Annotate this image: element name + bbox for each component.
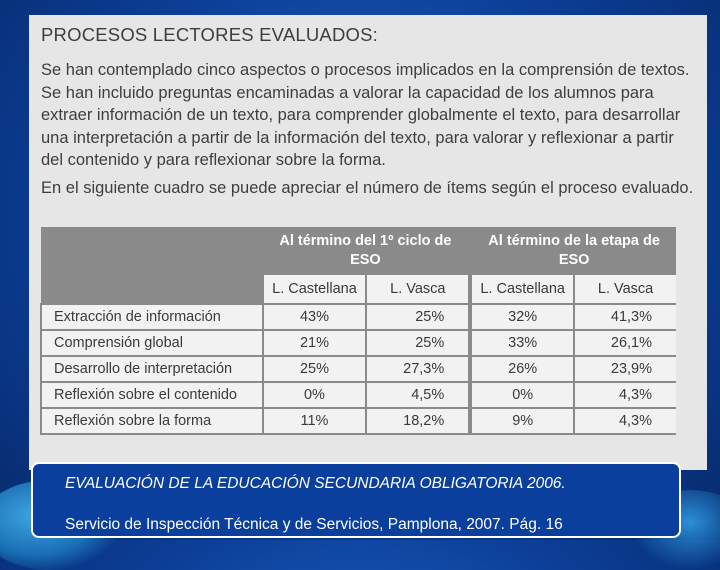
section-heading: PROCESOS LECTORES EVALUADOS: — [41, 24, 378, 45]
table-cell: 4,3% — [573, 382, 676, 409]
table-cell: 26% — [468, 356, 575, 383]
table-cell: 18,2% — [365, 408, 471, 435]
scanned-page: PROCESOS LECTORES EVALUADOS: Se han cont… — [29, 15, 707, 470]
group-header-first-cycle: Al término del 1º ciclo de ESO — [262, 227, 471, 275]
subheader-vasca: L. Vasca — [365, 275, 471, 305]
row-label: Reflexión sobre la forma — [40, 408, 263, 435]
table-cell: 0% — [261, 382, 367, 409]
table-row: Extracción de información 43% 25% 32% 41… — [40, 304, 676, 331]
table-cell: 32% — [468, 304, 575, 331]
table-intro-paragraph: En el siguiente cuadro se puede apreciar… — [41, 179, 694, 197]
table-row: Comprensión global 21% 25% 33% 26,1% — [40, 330, 676, 357]
results-table: Al término del 1º ciclo de ESO Al términ… — [40, 227, 676, 435]
table-subheader-row: L. Castellana L. Vasca L. Castellana L. … — [41, 275, 676, 305]
subheader-vasca: L. Vasca — [573, 275, 676, 305]
table-cell: 41,3% — [573, 304, 676, 331]
table-cell: 25% — [365, 330, 471, 357]
source-title: EVALUACIÓN DE LA EDUCACIÓN SECUNDARIA OB… — [65, 475, 566, 492]
table-row: Desarrollo de interpretación 25% 27,3% 2… — [40, 356, 676, 383]
subheader-castellana: L. Castellana — [261, 275, 367, 305]
table-row: Reflexión sobre la forma 11% 18,2% 9% 4,… — [40, 408, 676, 435]
table-cell: 4,3% — [573, 408, 676, 435]
table-cell: 33% — [468, 330, 575, 357]
table-corner — [41, 227, 263, 275]
source-reference: Servicio de Inspección Técnica y de Serv… — [65, 516, 563, 533]
table-cell: 43% — [261, 304, 367, 331]
source-caption-box: EVALUACIÓN DE LA EDUCACIÓN SECUNDARIA OB… — [31, 462, 681, 538]
intro-paragraph: Se han contemplado cinco aspectos o proc… — [41, 61, 690, 169]
table-cell: 11% — [261, 408, 367, 435]
group-header-full-stage: Al término de la etapa de ESO — [468, 227, 676, 275]
table-cell: 21% — [261, 330, 367, 357]
row-label: Reflexión sobre el contenido — [40, 382, 263, 409]
table-cell: 0% — [468, 382, 575, 409]
table-cell: 4,5% — [365, 382, 471, 409]
table-cell: 27,3% — [365, 356, 471, 383]
table-row: Reflexión sobre el contenido 0% 4,5% 0% … — [40, 382, 676, 409]
row-label: Desarrollo de interpretación — [40, 356, 263, 383]
row-label: Extracción de información — [40, 304, 263, 331]
table-cell: 23,9% — [573, 356, 676, 383]
table-cell: 25% — [365, 304, 471, 331]
subheader-castellana: L. Castellana — [468, 275, 575, 305]
table-cell: 26,1% — [573, 330, 676, 357]
table-corner — [41, 275, 263, 305]
table-cell: 9% — [468, 408, 575, 435]
table-group-header-row: Al término del 1º ciclo de ESO Al términ… — [41, 227, 676, 275]
table-cell: 25% — [261, 356, 367, 383]
row-label: Comprensión global — [40, 330, 263, 357]
